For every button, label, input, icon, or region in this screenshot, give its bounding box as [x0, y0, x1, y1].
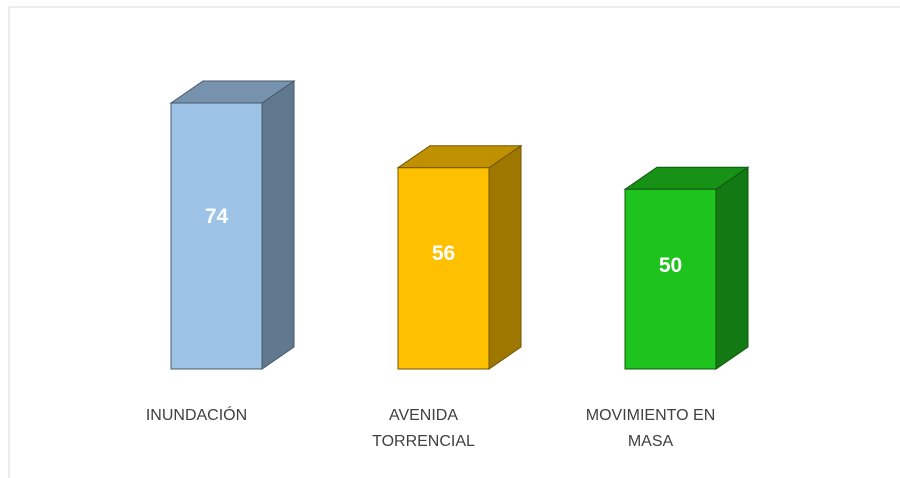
bar	[623, 166, 750, 370]
x-tick-label: MOVIMIENTO EN MASA	[585, 407, 716, 450]
chart-frame	[8, 6, 900, 478]
bar-side	[261, 80, 295, 370]
bar	[396, 144, 523, 370]
value-label: 50	[659, 254, 682, 277]
bar	[169, 80, 296, 370]
bar-side	[488, 144, 522, 370]
value-label: 56	[432, 242, 455, 265]
bar-front	[397, 167, 490, 370]
bar-side	[715, 166, 749, 370]
bar-front	[624, 188, 717, 370]
x-tick-label: AVENIDA TORRENCIAL	[372, 407, 475, 450]
x-tick-label: INUNDACIÓN	[145, 407, 248, 424]
value-label: 74	[205, 205, 229, 228]
bar-front	[170, 102, 263, 370]
